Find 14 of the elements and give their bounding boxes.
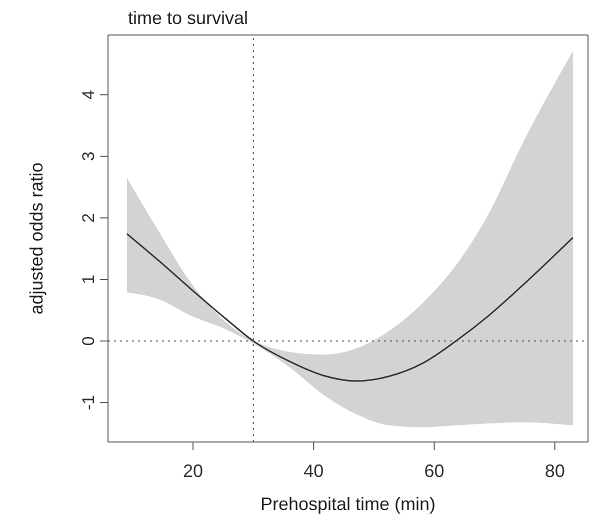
y-tick-label: 1 [79,274,98,284]
x-axis-title: Prehospital time (min) [260,494,436,514]
x-tick-label: 60 [424,460,444,481]
chart-title: time to survival [128,8,248,29]
y-tick-label: 4 [79,90,98,100]
x-tick-label: 80 [544,460,565,481]
y-tick-label: -1 [79,395,98,410]
x-tick-label: 20 [183,460,204,481]
y-tick-label: 3 [79,152,98,162]
y-axis-title: adjusted odds ratio [26,162,46,315]
y-tick-label: 2 [79,213,98,223]
y-tick-label: 0 [79,336,98,346]
line-series [126,233,574,382]
x-tick-label: 40 [304,460,324,481]
